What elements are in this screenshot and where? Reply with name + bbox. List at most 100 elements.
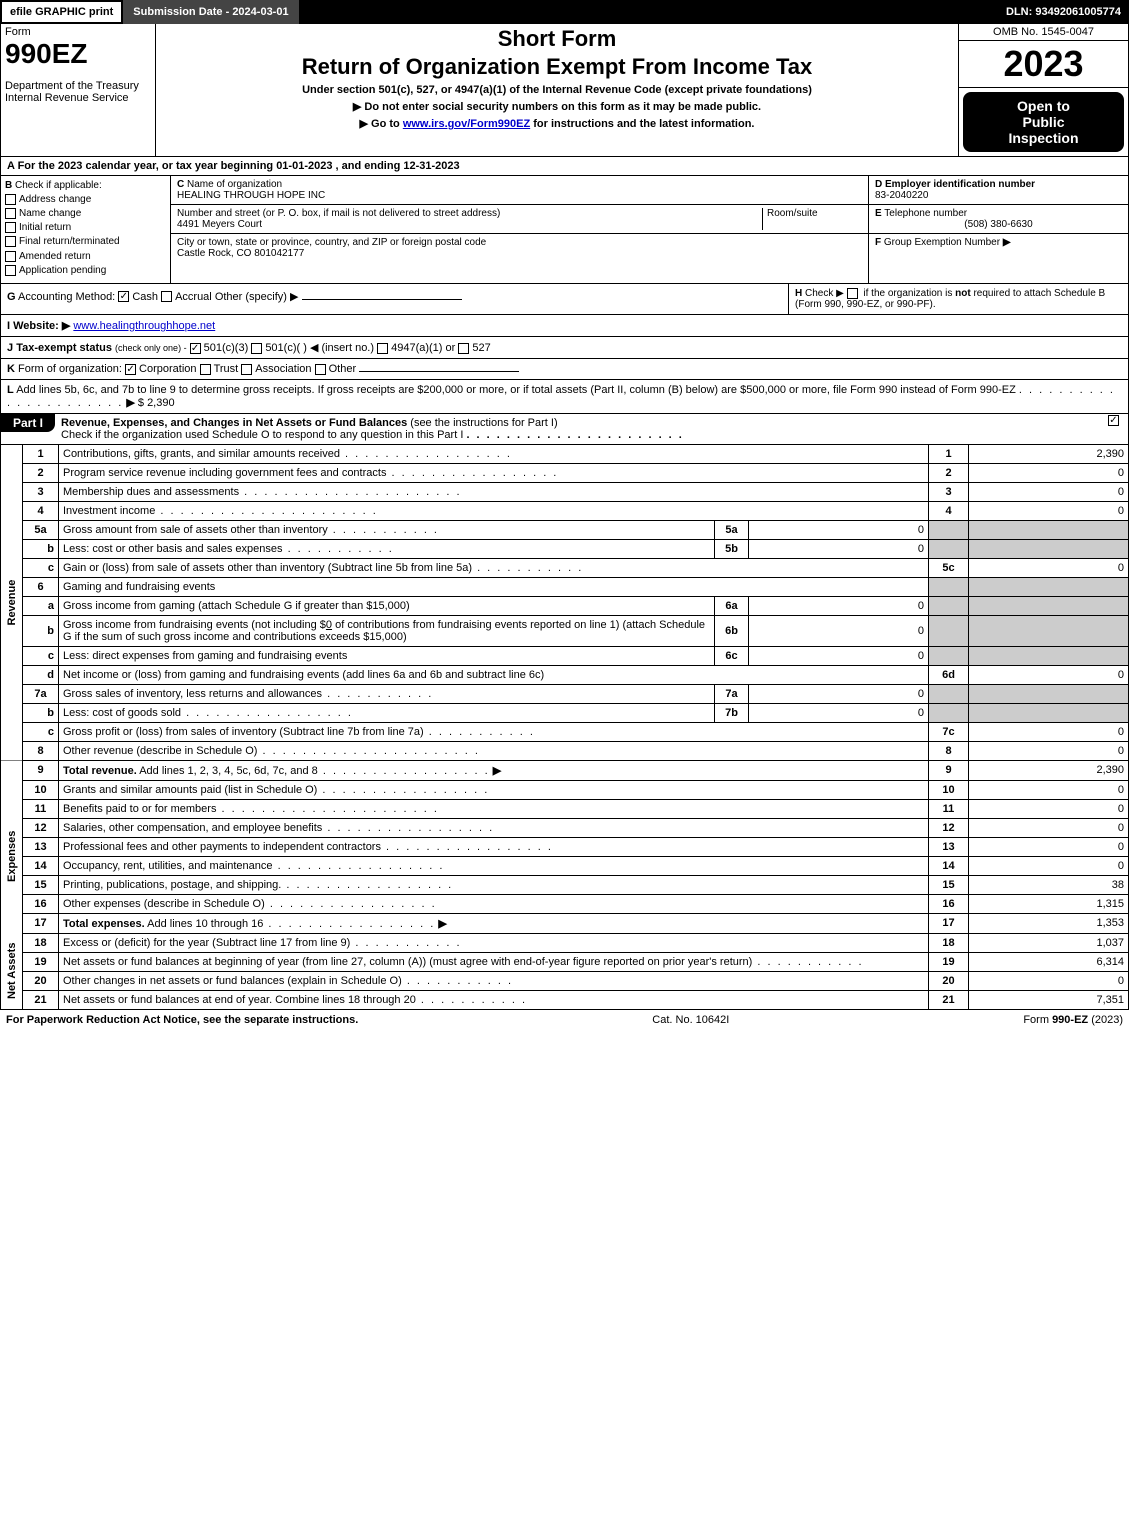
revenue-table: Revenue 1 Contributions, gifts, grants, …: [0, 445, 1129, 1010]
line-8-value: 0: [969, 741, 1129, 760]
checkbox-501c3[interactable]: [190, 343, 201, 354]
checkbox-schedule-b[interactable]: [847, 288, 858, 299]
top-bar: efile GRAPHIC print Submission Date - 20…: [0, 0, 1129, 24]
checkbox-4947[interactable]: [377, 343, 388, 354]
checkbox-other-org[interactable]: [315, 364, 326, 375]
expenses-side-label: Expenses: [1, 780, 23, 933]
checkbox-accrual[interactable]: [161, 291, 172, 302]
line-5c-value: 0: [969, 558, 1129, 577]
form-label: Form: [5, 26, 151, 38]
line-2-value: 0: [969, 463, 1129, 482]
table-row: b Gross income from fundraising events (…: [1, 615, 1129, 646]
dln-label: DLN: 93492061005774: [998, 4, 1129, 20]
title-cell: Short Form Return of Organization Exempt…: [156, 24, 959, 157]
table-row: c Gain or (loss) from sale of assets oth…: [1, 558, 1129, 577]
open-public-cell: Open to Public Inspection: [959, 88, 1129, 157]
arrow-icon: ▶: [360, 118, 368, 130]
table-row: Expenses 10 Grants and similar amounts p…: [1, 780, 1129, 799]
line-3-value: 0: [969, 482, 1129, 501]
checkbox-501c[interactable]: [251, 343, 262, 354]
table-row: d Net income or (loss) from gaming and f…: [1, 665, 1129, 684]
form-header-table: Form 990EZ Department of the Treasury In…: [0, 24, 1129, 157]
irs-link[interactable]: www.irs.gov/Form990EZ: [403, 118, 530, 130]
open-public-badge: Open to Public Inspection: [963, 92, 1124, 152]
line-11-value: 0: [969, 799, 1129, 818]
checkbox-initial-return[interactable]: Initial return: [5, 222, 166, 233]
table-row: Net Assets 18 Excess or (deficit) for th…: [1, 933, 1129, 952]
section-l-gross-receipts: L Add lines 5b, 6c, and 7b to line 9 to …: [0, 380, 1129, 414]
netassets-side-label: Net Assets: [1, 933, 23, 1009]
checkbox-527[interactable]: [458, 343, 469, 354]
checkbox-trust[interactable]: [200, 364, 211, 375]
telephone-value: (508) 380-6630: [875, 219, 1122, 230]
table-row: 14 Occupancy, rent, utilities, and maint…: [1, 856, 1129, 875]
form-version: Form 990-EZ (2023): [1023, 1014, 1123, 1026]
line-6a-value: 0: [749, 596, 929, 615]
omb-year-cell: OMB No. 1545-0047 2023: [959, 24, 1129, 88]
line-7c-value: 0: [969, 722, 1129, 741]
section-d-e-f: D Employer identification number 83-2040…: [868, 176, 1128, 283]
table-row: 8 Other revenue (describe in Schedule O)…: [1, 741, 1129, 760]
dept-treasury: Department of the Treasury: [5, 80, 151, 92]
line-15-value: 38: [969, 875, 1129, 894]
arrow-icon: ▶: [438, 918, 446, 930]
section-i-website: I Website: ▶ www.healingthroughhope.net: [0, 315, 1129, 337]
line-6b-value: 0: [749, 615, 929, 646]
table-row: 2 Program service revenue including gove…: [1, 463, 1129, 482]
table-row: b Less: cost or other basis and sales ex…: [1, 539, 1129, 558]
line-9-value: 2,390: [969, 760, 1129, 780]
submission-date-button[interactable]: Submission Date - 2024-03-01: [123, 0, 300, 24]
website-link[interactable]: www.healingthroughhope.net: [73, 320, 215, 332]
table-row: 9 Total revenue. Add lines 1, 2, 3, 4, 5…: [1, 760, 1129, 780]
line-10-value: 0: [969, 780, 1129, 799]
tax-year: 2023: [959, 41, 1128, 87]
table-row: 4 Investment income 4 0: [1, 501, 1129, 520]
efile-print-button[interactable]: efile GRAPHIC print: [0, 0, 123, 24]
title-return: Return of Organization Exempt From Incom…: [160, 54, 954, 80]
line-7a-value: 0: [749, 684, 929, 703]
section-c-org-info: C Name of organization HEALING THROUGH H…: [171, 176, 868, 283]
table-row: 5a Gross amount from sale of assets othe…: [1, 520, 1129, 539]
line-14-value: 0: [969, 856, 1129, 875]
arrow-icon: ▶: [126, 397, 134, 409]
checkbox-schedule-o-part1[interactable]: [1108, 415, 1119, 426]
instruction-1: ▶ Do not enter social security numbers o…: [160, 100, 954, 113]
checkbox-amended-return[interactable]: Amended return: [5, 251, 166, 262]
table-row: a Gross income from gaming (attach Sched…: [1, 596, 1129, 615]
info-block: B Check if applicable: Address change Na…: [0, 176, 1129, 284]
checkbox-association[interactable]: [241, 364, 252, 375]
form-id-cell: Form 990EZ Department of the Treasury In…: [1, 24, 156, 157]
checkbox-final-return[interactable]: Final return/terminated: [5, 236, 166, 247]
org-address: 4491 Meyers Court: [177, 219, 262, 230]
table-row: c Gross profit or (loss) from sales of i…: [1, 722, 1129, 741]
checkbox-application-pending[interactable]: Application pending: [5, 265, 166, 276]
table-row: 19 Net assets or fund balances at beginn…: [1, 952, 1129, 971]
line-1-value: 2,390: [969, 445, 1129, 464]
subtitle: Under section 501(c), 527, or 4947(a)(1)…: [160, 84, 954, 96]
line-7b-value: 0: [749, 703, 929, 722]
table-row: 15 Printing, publications, postage, and …: [1, 875, 1129, 894]
table-row: 20 Other changes in net assets or fund b…: [1, 971, 1129, 990]
checkbox-address-change[interactable]: Address change: [5, 194, 166, 205]
part-1-header: Part I Revenue, Expenses, and Changes in…: [0, 414, 1129, 445]
ein-value: 83-2040220: [875, 190, 928, 201]
part-1-badge: Part I: [1, 414, 55, 432]
table-row: 7a Gross sales of inventory, less return…: [1, 684, 1129, 703]
section-a-tax-year: A For the 2023 calendar year, or tax yea…: [0, 157, 1129, 176]
checkbox-name-change[interactable]: Name change: [5, 208, 166, 219]
table-row: 17 Total expenses. Add lines 10 through …: [1, 913, 1129, 933]
catalog-number: Cat. No. 10642I: [358, 1014, 1023, 1026]
omb-number: OMB No. 1545-0047: [959, 24, 1128, 41]
table-row: Revenue 1 Contributions, gifts, grants, …: [1, 445, 1129, 464]
section-k-form-org: K Form of organization: Corporation Trus…: [0, 359, 1129, 380]
checkbox-corporation[interactable]: [125, 364, 136, 375]
line-17-value: 1,353: [969, 913, 1129, 933]
org-city: Castle Rock, CO 801042177: [177, 248, 304, 259]
table-row: 12 Salaries, other compensation, and emp…: [1, 818, 1129, 837]
section-g-h: G Accounting Method: Cash Accrual Other …: [0, 284, 1129, 315]
table-row: 21 Net assets or fund balances at end of…: [1, 990, 1129, 1009]
checkbox-cash[interactable]: [118, 291, 129, 302]
form-number: 990EZ: [5, 38, 151, 70]
table-row: 16 Other expenses (describe in Schedule …: [1, 894, 1129, 913]
line-21-value: 7,351: [969, 990, 1129, 1009]
